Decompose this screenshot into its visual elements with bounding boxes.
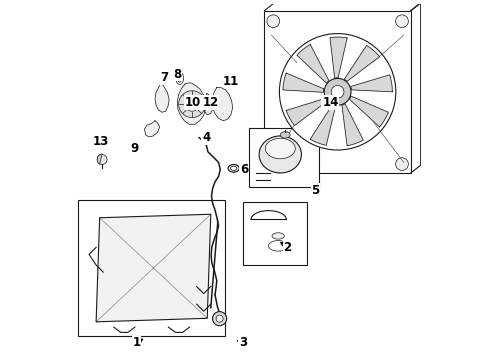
Text: 1: 1 <box>132 337 141 350</box>
Polygon shape <box>213 87 233 121</box>
Ellipse shape <box>272 233 284 239</box>
Polygon shape <box>97 154 102 165</box>
Circle shape <box>395 15 408 28</box>
Text: 2: 2 <box>283 240 292 253</box>
Text: 14: 14 <box>322 96 339 109</box>
Polygon shape <box>145 121 160 137</box>
Polygon shape <box>351 75 392 92</box>
Polygon shape <box>297 44 329 83</box>
Bar <box>265 11 411 173</box>
Text: 5: 5 <box>312 184 319 197</box>
Text: 7: 7 <box>160 71 168 84</box>
Text: 4: 4 <box>202 131 210 144</box>
Polygon shape <box>283 73 324 92</box>
Circle shape <box>185 97 199 111</box>
Bar <box>248 128 319 187</box>
Ellipse shape <box>228 165 239 172</box>
Circle shape <box>179 91 205 118</box>
Ellipse shape <box>280 132 290 138</box>
Polygon shape <box>286 98 327 126</box>
Polygon shape <box>203 94 213 115</box>
Circle shape <box>331 85 344 98</box>
Text: 6: 6 <box>240 163 248 176</box>
Circle shape <box>267 158 280 171</box>
Polygon shape <box>411 3 421 11</box>
Text: 13: 13 <box>93 135 109 148</box>
Polygon shape <box>349 96 389 127</box>
Text: 12: 12 <box>202 96 219 109</box>
Circle shape <box>216 315 223 322</box>
Polygon shape <box>330 37 347 78</box>
Polygon shape <box>155 83 169 112</box>
Ellipse shape <box>176 72 184 85</box>
Circle shape <box>213 312 227 326</box>
Polygon shape <box>177 83 205 124</box>
Polygon shape <box>344 45 380 81</box>
Polygon shape <box>342 104 363 146</box>
Text: 8: 8 <box>173 68 181 81</box>
Ellipse shape <box>178 75 181 82</box>
Circle shape <box>267 15 280 28</box>
Ellipse shape <box>259 136 301 173</box>
Bar <box>243 202 307 265</box>
Ellipse shape <box>230 166 237 171</box>
Polygon shape <box>96 214 211 322</box>
Ellipse shape <box>269 240 288 251</box>
Text: 9: 9 <box>131 142 139 155</box>
Text: 10: 10 <box>185 96 201 109</box>
Bar <box>78 200 225 336</box>
Text: 3: 3 <box>239 337 247 350</box>
Circle shape <box>324 78 351 105</box>
Ellipse shape <box>97 154 107 165</box>
Text: 11: 11 <box>223 75 239 88</box>
Polygon shape <box>310 105 336 145</box>
Circle shape <box>279 33 396 150</box>
Circle shape <box>395 158 408 171</box>
Ellipse shape <box>265 138 295 159</box>
